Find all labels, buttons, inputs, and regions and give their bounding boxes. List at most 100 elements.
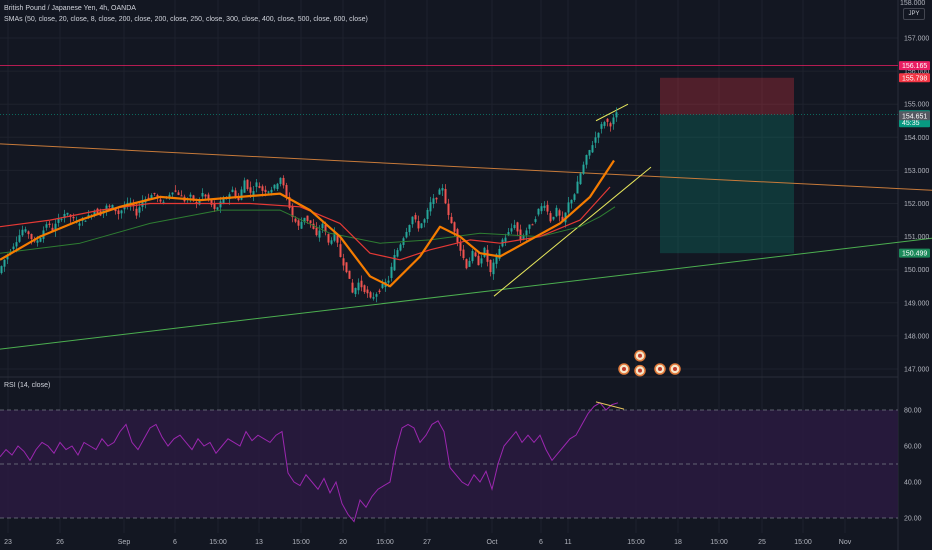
lower-channel[interactable]	[493, 166, 652, 297]
candle-body	[426, 209, 429, 219]
chart-title: British Pound / Japanese Yen, 4h, OANDA	[4, 5, 136, 12]
candle-body	[405, 231, 408, 238]
time-axis[interactable]: 23 26 Sep 6 15:00 13 15:00 20 15:00 27 Oct 6 11 15:00…	[4, 539, 852, 546]
candle-body	[438, 189, 441, 195]
sma-red-line	[0, 186, 611, 261]
trendlines[interactable]	[0, 103, 932, 350]
candle-body	[60, 219, 63, 221]
candle-body	[354, 288, 357, 295]
candle-body	[423, 219, 426, 223]
time-tick-label: Nov	[839, 539, 852, 546]
candle-body	[150, 195, 153, 199]
price-label-box	[899, 111, 930, 121]
candle-body	[321, 223, 324, 229]
candle-body	[333, 230, 336, 241]
time-tick-label: 13	[255, 539, 263, 546]
short-position-box[interactable]	[660, 77, 794, 254]
candle-body	[210, 199, 213, 205]
candle-body	[249, 187, 252, 193]
candle-body	[342, 258, 345, 266]
candle-body	[615, 112, 618, 118]
moving-averages	[0, 159, 616, 288]
candle-body	[381, 283, 384, 288]
candle-body	[45, 224, 48, 228]
price-tick-label: 155.000	[904, 102, 929, 109]
time-tick-label: 6	[173, 539, 177, 546]
take-profit-zone[interactable]	[660, 114, 794, 254]
candle-body	[612, 117, 615, 125]
candle-body	[117, 210, 120, 215]
candle-body	[36, 240, 39, 243]
candle-body	[303, 217, 306, 223]
price-label-box	[899, 248, 930, 258]
candle-body	[489, 259, 492, 273]
candle-body	[576, 181, 579, 194]
candle-body	[387, 280, 390, 283]
candle-body	[453, 222, 456, 232]
rsi-tick-label: 60.00	[904, 444, 922, 451]
candle-body	[324, 224, 327, 232]
price-tick-label: 148.000	[904, 333, 929, 340]
candle-body	[306, 215, 309, 221]
time-tick-label: 15:00	[292, 539, 310, 546]
candle-body	[189, 194, 192, 197]
time-tick-label: Oct	[487, 539, 498, 546]
candle-body	[609, 123, 612, 127]
price-label-text: 150.499	[902, 251, 927, 258]
candle-body	[63, 213, 66, 219]
sma-indicator-legend[interactable]: SMAs (50, close, 20, close, 8, close, 20…	[4, 16, 368, 23]
time-tick-label: 15:00	[794, 539, 812, 546]
rsi-line	[0, 402, 619, 523]
candle-body	[567, 202, 570, 213]
candle-body	[558, 210, 561, 216]
candle-body	[411, 216, 414, 225]
candle-body	[378, 290, 381, 293]
rsi-divergence-line[interactable]	[595, 401, 625, 410]
candle-body	[252, 191, 255, 196]
candle-body	[243, 180, 246, 193]
time-tick-label: 15:00	[710, 539, 728, 546]
candle-body	[273, 184, 276, 189]
candle-body	[258, 186, 261, 188]
candle-body	[591, 145, 594, 153]
candle-body	[120, 210, 123, 214]
economic-event-dot-icon	[673, 367, 677, 371]
candle-body	[78, 223, 81, 226]
rsi-axis[interactable]: 80.00 60.00 40.00 20.00	[904, 408, 922, 523]
candle-body	[468, 260, 471, 267]
candle-body	[444, 188, 447, 204]
candle-body	[213, 203, 216, 209]
candle-body	[297, 220, 300, 226]
rsi-indicator-legend[interactable]: RSI (14, close)	[4, 382, 51, 389]
currency-badge[interactable]: JPY	[903, 8, 925, 20]
candle-body	[447, 203, 450, 216]
candle-body	[531, 224, 534, 226]
stop-loss-zone[interactable]	[660, 77, 794, 115]
candle-body	[138, 207, 141, 213]
candle-body	[579, 173, 582, 185]
candle-body	[600, 124, 603, 129]
candle-body	[507, 232, 510, 236]
candle-body	[18, 235, 21, 242]
candle-body	[528, 224, 531, 229]
price-axis[interactable]: 157.000 156.000 155.000 154.000 153.000 152.0…	[904, 36, 929, 374]
candle-body	[3, 259, 6, 267]
candle-body	[201, 192, 204, 197]
green-trendline[interactable]	[0, 237, 932, 350]
event-markers[interactable]	[618, 350, 681, 377]
candle-body	[27, 231, 30, 235]
candle-body	[240, 189, 243, 200]
upper-channel[interactable]	[595, 103, 629, 122]
candle-body	[207, 194, 210, 200]
candle-body	[357, 282, 360, 291]
price-tick-label: 150.000	[904, 267, 929, 274]
candle-body	[315, 227, 318, 236]
candle-body	[525, 230, 528, 236]
candle-body	[174, 190, 177, 192]
candle-body	[429, 202, 432, 212]
time-tick-label: 25	[758, 539, 766, 546]
candle-body	[348, 270, 351, 279]
orange-trendline[interactable]	[0, 143, 932, 191]
candle-body	[180, 195, 183, 197]
